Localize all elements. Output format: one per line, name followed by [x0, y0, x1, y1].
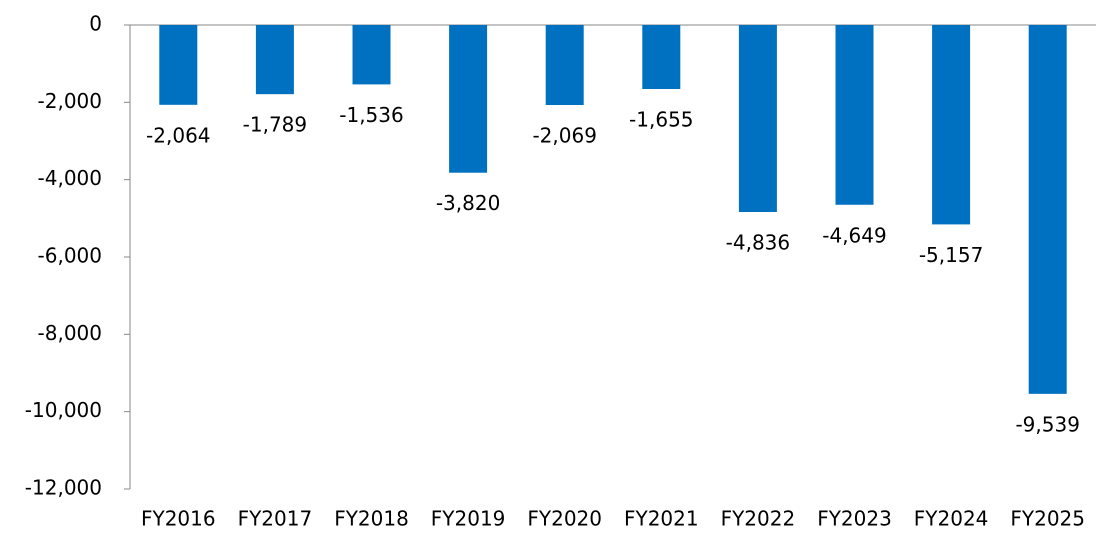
x-tick-label: FY2022 [721, 507, 796, 531]
bar [1028, 25, 1067, 394]
y-tick-label: -6,000 [38, 244, 102, 268]
bar [352, 25, 391, 85]
y-tick-label: -12,000 [25, 476, 102, 500]
x-tick-label: FY2025 [1010, 507, 1085, 531]
data-label: -2,064 [146, 123, 210, 147]
x-tick-label: FY2023 [817, 507, 892, 531]
y-tick-label: -10,000 [25, 398, 102, 422]
x-tick-label: FY2024 [914, 507, 989, 531]
data-label: -5,157 [919, 243, 983, 267]
data-label: -1,536 [339, 103, 403, 127]
y-tick-label: -2,000 [38, 89, 102, 113]
bar [255, 25, 294, 95]
bar [449, 25, 488, 173]
data-label: -1,655 [629, 107, 693, 131]
x-tick-label: FY2021 [624, 507, 699, 531]
data-label: -4,649 [822, 223, 886, 247]
x-tick-label: FY2018 [334, 507, 409, 531]
bar [932, 25, 971, 225]
bar [159, 25, 198, 105]
x-tick-label: FY2019 [431, 507, 506, 531]
bar [642, 25, 681, 89]
x-tick-label: FY2017 [238, 507, 313, 531]
data-label: -2,069 [532, 124, 596, 148]
x-tick-label: FY2016 [141, 507, 216, 531]
bar [545, 25, 584, 106]
bar [738, 25, 777, 212]
data-label: -3,820 [436, 191, 500, 215]
data-label: -1,789 [243, 113, 307, 137]
y-tick-label: -8,000 [38, 321, 102, 345]
x-tick-label: FY2020 [527, 507, 602, 531]
bar [835, 25, 874, 205]
y-tick-label: 0 [89, 12, 102, 36]
data-label: -4,836 [726, 230, 790, 254]
data-label: -9,539 [1015, 412, 1079, 436]
y-tick-label: -4,000 [38, 166, 102, 190]
